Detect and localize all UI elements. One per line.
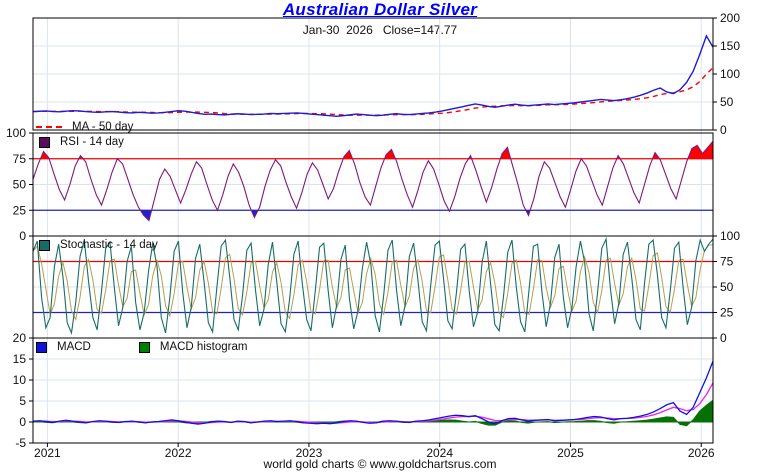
- price-line: [33, 34, 713, 117]
- rsi-swatch-icon: [39, 136, 50, 148]
- y-tick-label: 25: [720, 306, 734, 320]
- chart-subtitle: Jan-30 2026 Close=147.77: [302, 23, 458, 37]
- rsi-oversold-fill: [140, 210, 531, 221]
- x-tick-label: 2026: [688, 446, 715, 460]
- stoch-legend: Stochastic - 14 day: [39, 239, 158, 251]
- macd-legend-label: MACD: [57, 341, 91, 353]
- x-tick-label: 2025: [557, 446, 584, 460]
- stoch-d-line: [33, 244, 713, 321]
- x-tick-label: 2022: [165, 446, 192, 460]
- y-tick-label: 0: [720, 123, 727, 137]
- ma-dash-swatch-icon: [36, 126, 62, 128]
- y-tick-label: 100: [6, 126, 26, 140]
- y-tick-label: 75: [13, 152, 27, 166]
- macd-signal-line: [33, 382, 713, 424]
- y-tick-label: 5: [19, 394, 26, 408]
- y-tick-label: 0: [720, 331, 727, 345]
- rsi-overbought-fill: [40, 141, 713, 159]
- y-tick-label: 10: [13, 373, 27, 387]
- stoch-swatch-icon: [39, 239, 50, 251]
- y-tick-label: 50: [720, 95, 734, 109]
- macd-histogram-swatch-icon: [138, 341, 150, 353]
- chart-footer: world gold charts © www.goldchartsrus.co…: [263, 457, 497, 471]
- y-tick-label: 150: [720, 39, 740, 53]
- rsi-legend: RSI - 14 day: [39, 136, 124, 148]
- y-tick-label: 15: [13, 352, 27, 366]
- ma-legend: MA - 50 day: [36, 121, 133, 133]
- y-tick-label: 20: [13, 331, 27, 345]
- y-tick-label: -5: [15, 436, 26, 450]
- x-tick-label: 2021: [34, 446, 61, 460]
- macd-legend: MACD MACD histogram: [36, 341, 247, 353]
- y-tick-label: 100: [720, 229, 740, 243]
- axes: 2021 2022 2023 2024 2025 20260501001502000255…: [6, 11, 740, 460]
- y-tick-label: 200: [720, 11, 740, 25]
- y-tick-label: 50: [13, 178, 27, 192]
- rsi-line: [33, 140, 713, 222]
- macd-panel: [32, 337, 714, 444]
- y-tick-label: 25: [13, 203, 27, 217]
- rsi-legend-label: RSI - 14 day: [60, 136, 124, 148]
- macd-histogram-legend-label: MACD histogram: [159, 341, 248, 353]
- x-tick-label: 2024: [426, 446, 453, 460]
- macd-swatch-icon: [36, 341, 47, 353]
- chart-title: Australian Dollar Silver: [282, 0, 478, 19]
- y-tick-label: 50: [720, 280, 734, 294]
- y-tick-label: 0: [19, 415, 26, 429]
- y-tick-label: 100: [720, 67, 740, 81]
- y-tick-label: 75: [720, 255, 734, 269]
- y-tick-label: 0: [19, 229, 26, 243]
- stoch-k-line: [33, 236, 713, 335]
- gridlines: [33, 18, 713, 443]
- ma-line: [33, 67, 713, 116]
- ma-legend-label: MA - 50 day: [72, 121, 134, 133]
- macd-line: [33, 360, 713, 425]
- stoch-legend-label: Stochastic - 14 day: [60, 239, 158, 251]
- x-tick-label: 2023: [296, 446, 323, 460]
